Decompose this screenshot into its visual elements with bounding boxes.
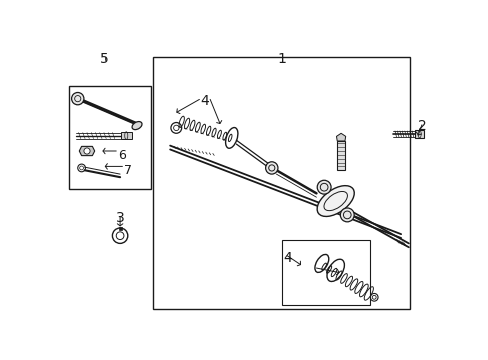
Polygon shape bbox=[336, 133, 345, 141]
Text: 6: 6 bbox=[118, 149, 125, 162]
Bar bbox=[68, 86, 151, 189]
Text: 4: 4 bbox=[282, 251, 291, 265]
Polygon shape bbox=[414, 130, 424, 138]
Polygon shape bbox=[118, 227, 122, 230]
Circle shape bbox=[265, 162, 277, 174]
Circle shape bbox=[71, 93, 84, 105]
Text: 4: 4 bbox=[200, 94, 209, 108]
Text: 2: 2 bbox=[417, 119, 426, 132]
Polygon shape bbox=[121, 132, 131, 139]
Polygon shape bbox=[79, 147, 95, 156]
Bar bbox=[153, 57, 409, 309]
Circle shape bbox=[317, 180, 330, 194]
Circle shape bbox=[340, 208, 353, 222]
Bar bbox=[281, 239, 369, 305]
Text: 5: 5 bbox=[100, 53, 109, 67]
Ellipse shape bbox=[132, 122, 142, 130]
Ellipse shape bbox=[317, 186, 353, 216]
Text: 7: 7 bbox=[123, 164, 132, 177]
Bar bbox=[337, 141, 344, 170]
Text: 1: 1 bbox=[277, 53, 285, 67]
Text: 3: 3 bbox=[116, 211, 124, 225]
Circle shape bbox=[84, 148, 90, 154]
